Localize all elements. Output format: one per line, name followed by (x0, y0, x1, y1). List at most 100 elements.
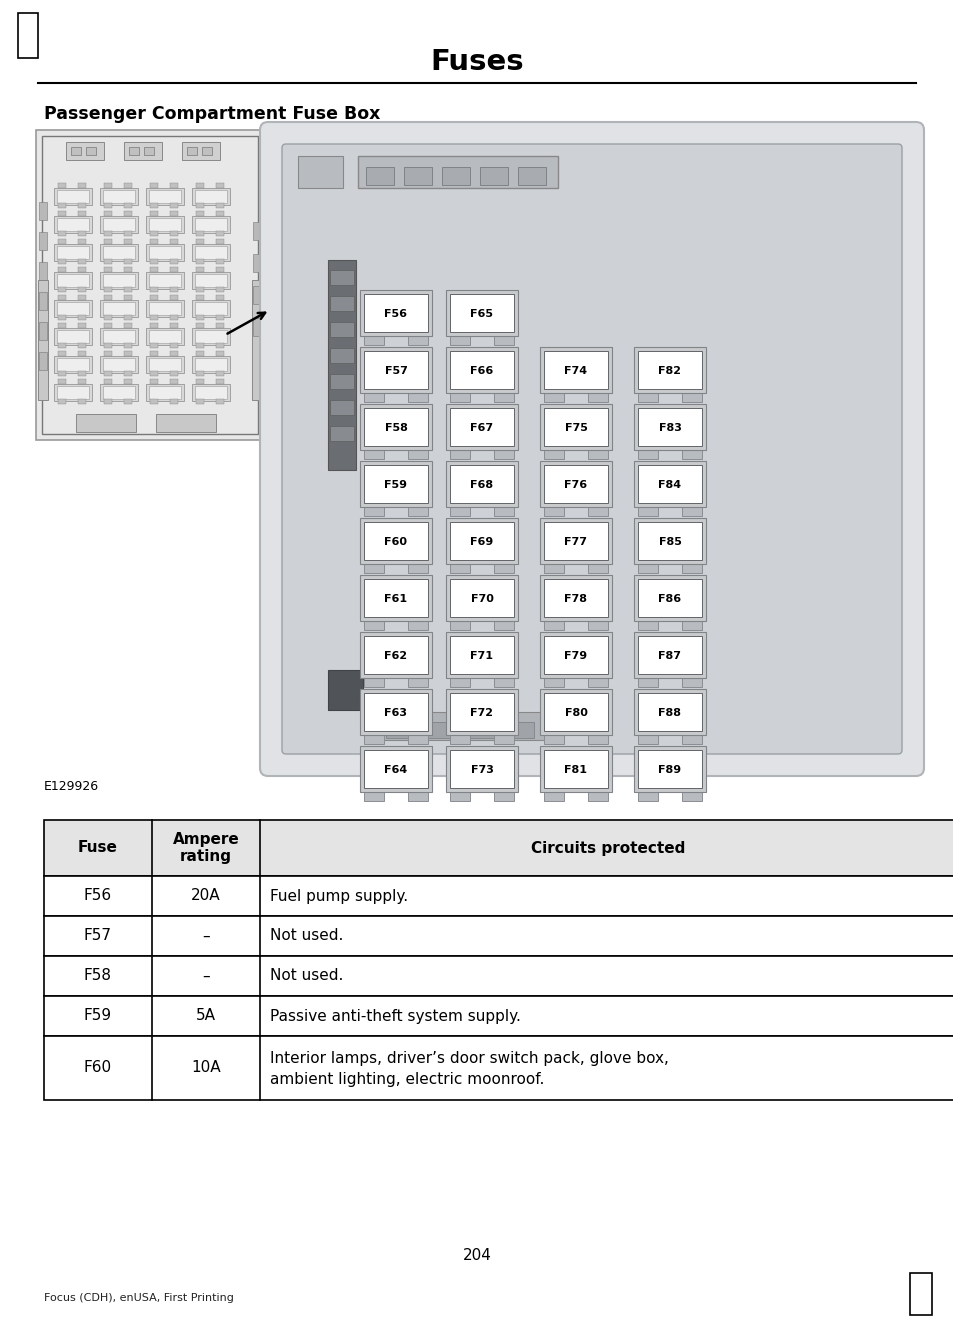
Text: F74: F74 (564, 365, 587, 376)
Bar (124, 315, 132, 320)
Bar (494, 518, 514, 528)
Bar (587, 451, 607, 459)
Bar (543, 451, 563, 459)
Bar (103, 330, 135, 343)
Bar (543, 506, 563, 516)
Bar (357, 155, 558, 187)
Bar (543, 518, 563, 528)
Bar (681, 506, 701, 516)
Bar (58, 287, 66, 292)
Bar (587, 633, 607, 641)
Bar (170, 259, 178, 264)
Bar (364, 506, 384, 516)
Bar (446, 518, 517, 563)
Text: F82: F82 (658, 365, 680, 376)
Bar (408, 347, 428, 356)
Bar (103, 385, 135, 399)
Bar (539, 633, 612, 678)
Bar (364, 579, 428, 617)
Bar (195, 287, 204, 292)
Bar (377, 712, 547, 740)
Text: F56: F56 (384, 310, 407, 319)
Bar (215, 287, 224, 292)
Bar (364, 290, 384, 299)
Bar (328, 670, 363, 710)
Bar (44, 876, 953, 916)
Bar (57, 190, 89, 203)
Bar (104, 351, 112, 356)
Bar (78, 323, 86, 328)
Bar (54, 187, 91, 205)
Bar (215, 203, 224, 209)
Bar (146, 328, 184, 346)
Text: F80: F80 (564, 708, 587, 718)
Bar (78, 379, 86, 384)
Bar (104, 379, 112, 384)
Text: Fuse: Fuse (78, 840, 118, 856)
Bar (215, 343, 224, 348)
Bar (364, 404, 384, 413)
Bar (146, 217, 184, 233)
Bar (78, 351, 86, 356)
Bar (124, 142, 162, 159)
Bar (909, 1273, 931, 1314)
Bar (57, 358, 89, 371)
Bar (364, 408, 428, 447)
Bar (58, 343, 66, 348)
Bar (58, 315, 66, 320)
Bar (195, 323, 204, 328)
Bar (149, 358, 181, 371)
Bar (364, 351, 428, 389)
Text: Fuel pump supply.: Fuel pump supply. (270, 889, 408, 904)
Bar (681, 621, 701, 630)
Bar (150, 211, 158, 217)
Bar (58, 371, 66, 376)
Bar (78, 211, 86, 217)
Bar (494, 347, 514, 356)
Bar (54, 356, 91, 373)
Bar (465, 722, 494, 738)
Text: Ampere
rating: Ampere rating (172, 832, 239, 864)
Text: F85: F85 (658, 537, 680, 548)
Bar (57, 218, 89, 231)
Bar (104, 343, 112, 348)
Bar (364, 735, 384, 744)
Bar (543, 637, 607, 674)
Bar (364, 461, 384, 470)
Bar (539, 688, 612, 735)
Bar (58, 259, 66, 264)
Bar (638, 637, 701, 674)
Text: F79: F79 (564, 651, 587, 661)
Bar (450, 408, 514, 447)
Bar (638, 465, 701, 502)
Bar (330, 373, 354, 389)
Bar (638, 351, 701, 389)
Bar (124, 343, 132, 348)
Bar (638, 792, 658, 801)
Text: F78: F78 (564, 594, 587, 603)
Bar (364, 637, 428, 674)
Bar (146, 272, 184, 288)
Bar (450, 461, 470, 470)
Bar (39, 322, 47, 340)
Bar (328, 260, 355, 470)
Bar (149, 218, 181, 231)
Bar (54, 384, 91, 401)
Bar (58, 203, 66, 209)
Bar (408, 461, 428, 470)
Bar (587, 792, 607, 801)
Bar (215, 231, 224, 237)
Bar (408, 506, 428, 516)
Bar (170, 183, 178, 187)
Bar (408, 792, 428, 801)
Bar (450, 347, 470, 356)
Bar (192, 384, 230, 401)
Bar (364, 294, 428, 332)
Bar (187, 148, 196, 155)
Bar (638, 522, 701, 560)
Bar (195, 267, 204, 272)
Bar (366, 167, 394, 185)
Bar (150, 315, 158, 320)
Bar (450, 336, 470, 346)
Bar (408, 633, 428, 641)
